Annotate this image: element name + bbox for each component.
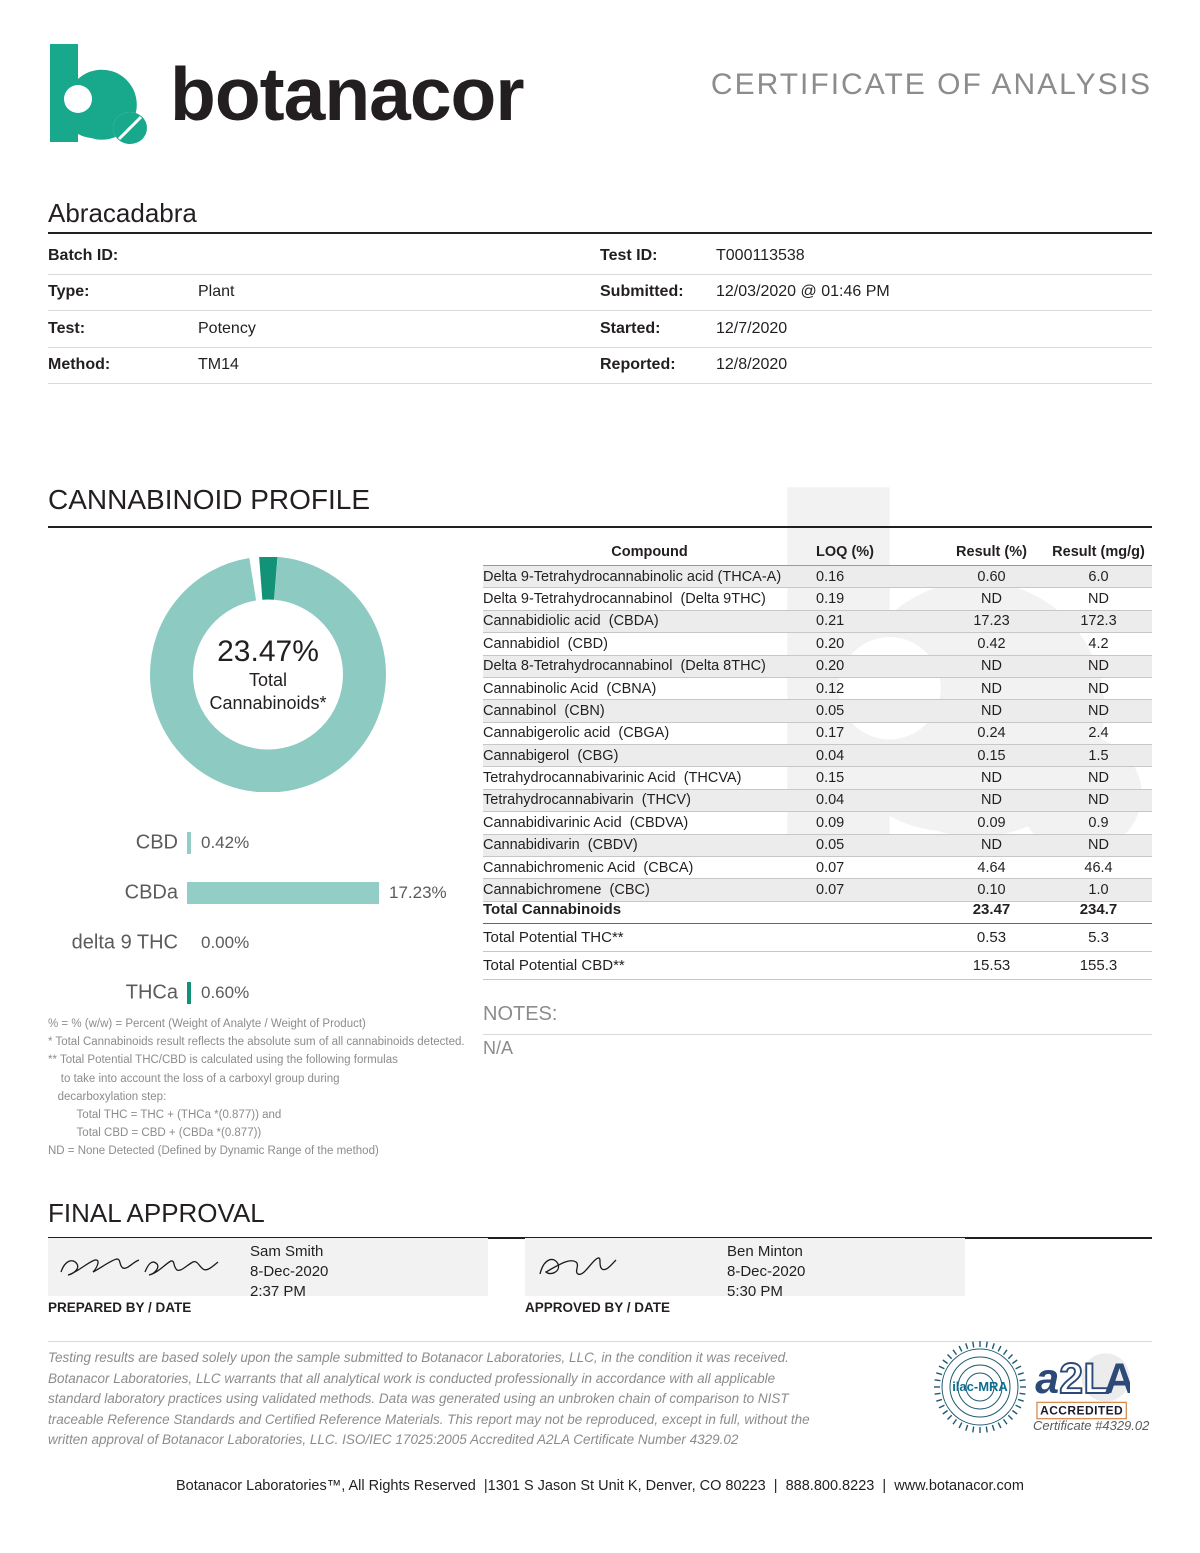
svg-text:a: a xyxy=(1035,1355,1059,1403)
svg-text:A: A xyxy=(1104,1355,1130,1403)
svg-text:2: 2 xyxy=(1059,1355,1083,1403)
svg-text:ilac-MRA: ilac-MRA xyxy=(952,1379,1008,1394)
svg-text:ACCREDITED: ACCREDITED xyxy=(1040,1403,1123,1417)
